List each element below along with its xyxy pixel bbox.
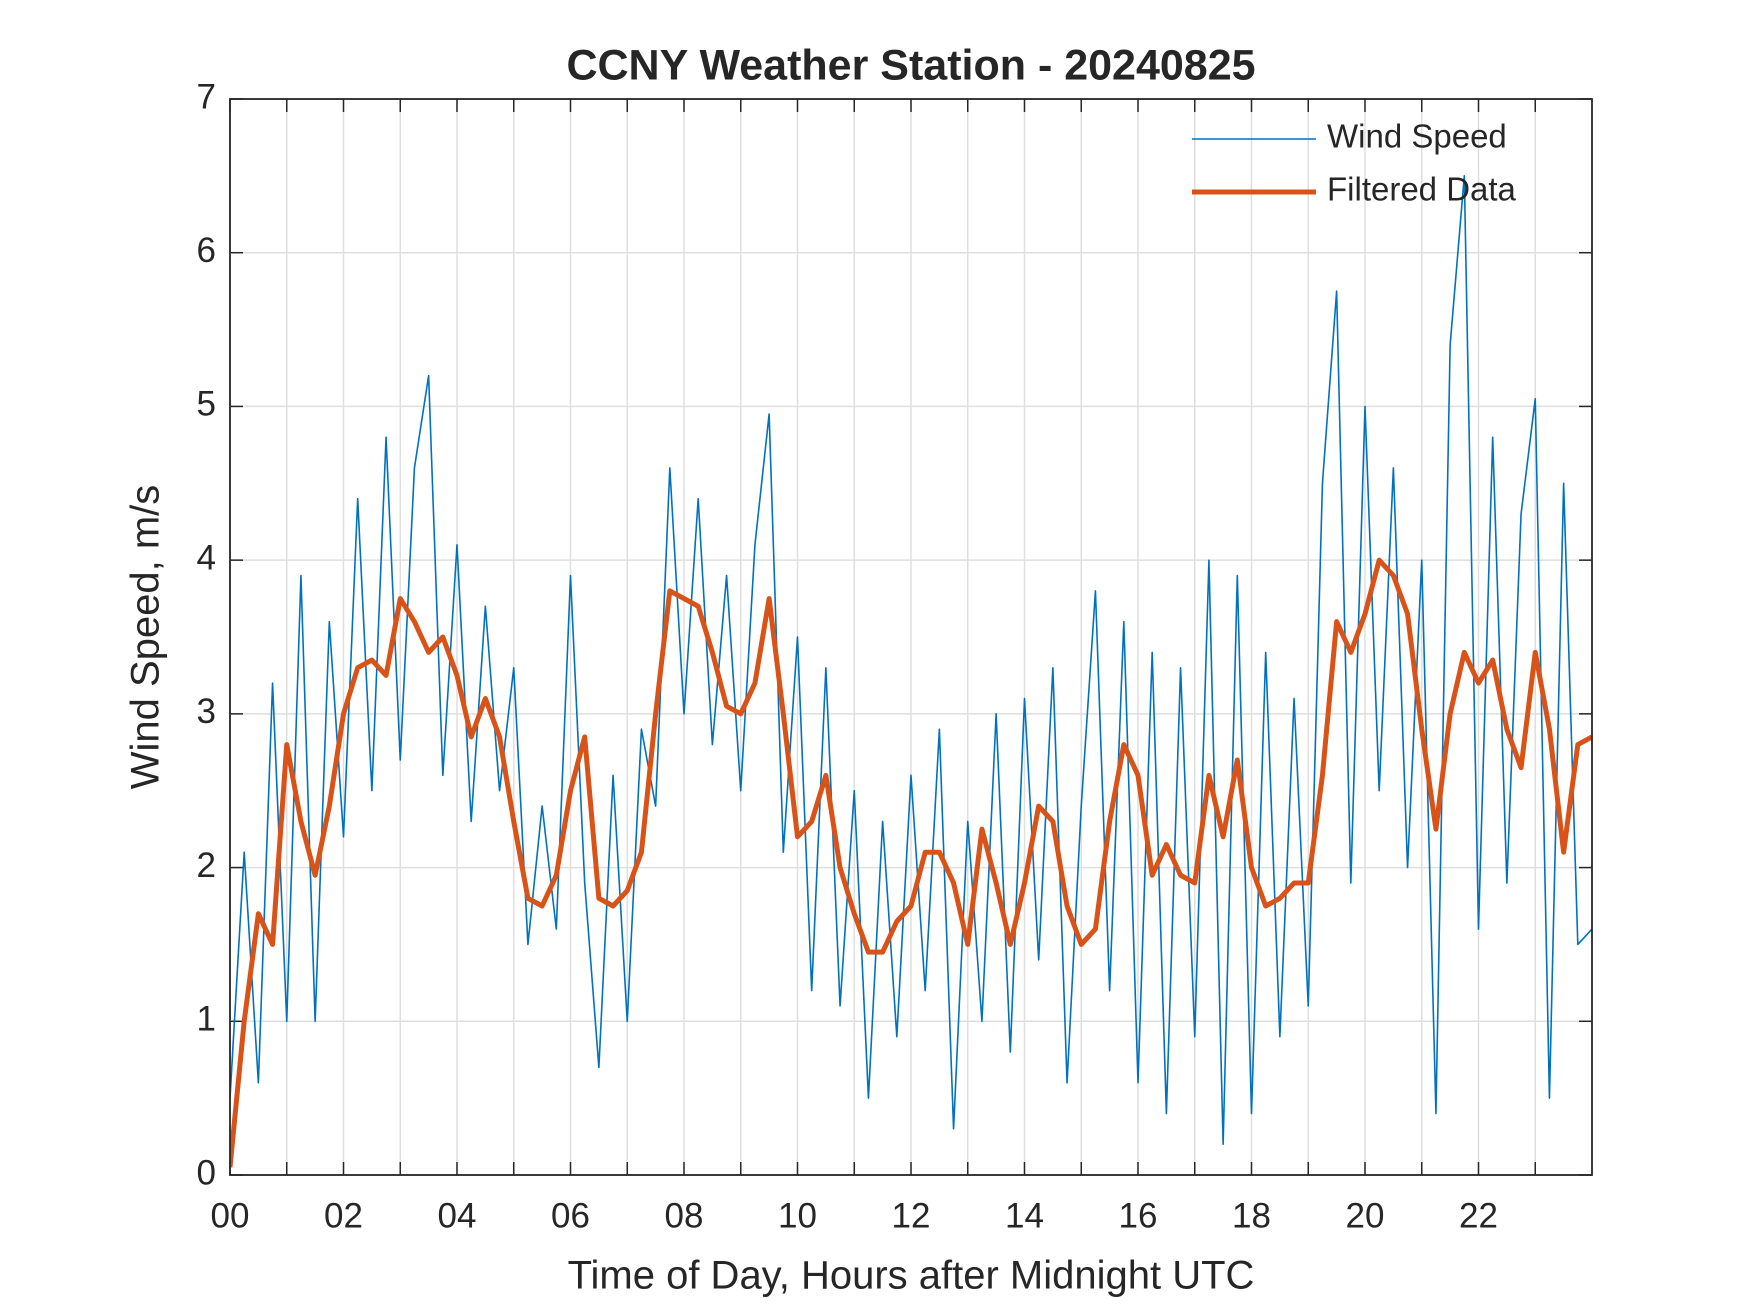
y-tick-label: 5 <box>197 385 216 424</box>
y-tick-label: 6 <box>197 231 216 270</box>
x-tick-label: 00 <box>211 1196 250 1235</box>
x-tick-label: 20 <box>1346 1196 1385 1235</box>
axes-box <box>229 98 1593 1176</box>
legend-label: Wind Speed <box>1327 118 1507 155</box>
chart-title: CCNY Weather Station - 20240825 <box>566 41 1255 89</box>
x-tick-label: 14 <box>1005 1196 1044 1235</box>
x-tick-label: 08 <box>665 1196 704 1235</box>
y-tick-label: 2 <box>197 846 216 885</box>
x-tick-label: 18 <box>1232 1196 1271 1235</box>
y-tick-label: 1 <box>197 1000 216 1039</box>
x-axis-label: Time of Day, Hours after Midnight UTC <box>568 1254 1255 1298</box>
x-tick-label: 16 <box>1119 1196 1158 1235</box>
data-line <box>230 175 1592 1146</box>
y-tick-label: 7 <box>197 77 216 116</box>
x-tick-label: 04 <box>438 1196 477 1235</box>
legend-label: Filtered Data <box>1327 171 1517 208</box>
y-axis-label: Wind Speed, m/s <box>124 485 168 790</box>
x-tick-label: 22 <box>1459 1196 1498 1235</box>
y-tick-label: 3 <box>197 692 216 731</box>
x-tick-label: 06 <box>551 1196 590 1235</box>
x-tick-label: 12 <box>892 1196 931 1235</box>
x-tick-label: 02 <box>324 1196 363 1235</box>
y-tick-label: 4 <box>197 538 216 577</box>
x-tick-label: 10 <box>778 1196 817 1235</box>
data-line <box>230 557 1592 1168</box>
y-tick-label: 0 <box>197 1153 216 1192</box>
